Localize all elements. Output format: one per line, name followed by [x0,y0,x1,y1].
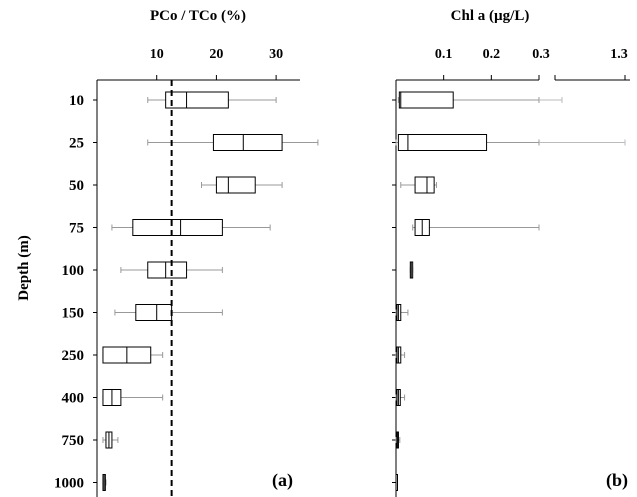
panel-b-box-50 [400,176,438,194]
panel-a-box-75 [111,219,271,236]
panel-a-x-tick-label: 20 [209,47,223,62]
depth-label: 25 [69,136,84,152]
iqr-box [132,219,223,236]
depth-label: 250 [62,348,85,364]
panel-b-title: Chl a (µg/L) [451,8,530,24]
panel-a-boxes [102,91,319,491]
panel-b-box-250 [395,346,406,364]
depth-label: 75 [69,221,84,237]
panel-b-box-75 [412,219,540,236]
depth-label: 100 [62,263,85,279]
iqr-box [398,91,454,109]
iqr-box [165,91,229,109]
panel-b-box-750 [395,431,401,449]
panel-b-label: (b) [606,470,628,491]
panel-a-box-400 [102,389,164,406]
depth-labels: 10 25 50 75 100 150 250 400 750 1000 [54,93,84,492]
panel-a-box-10 [147,91,277,109]
depth-label: 1000 [54,476,84,492]
panel-a-box-100 [120,261,223,279]
panel-b-box-150 [395,304,409,321]
panel-a-axes: 10 20 30 [93,47,300,497]
panel-b-box-400 [395,389,406,406]
panel-a-label: (a) [272,470,293,491]
y-axis-label: Depth (m) [16,235,32,300]
panel-a-box-150 [114,304,223,321]
panel-b-box-10 [397,91,563,109]
panel-b-x-tick-label: 1.3 [610,47,628,62]
iqr-box [212,134,283,151]
depth-label: 400 [62,391,85,407]
panel-a-box-250 [102,346,164,364]
panel-a-x-tick-label: 30 [269,47,283,62]
panel-b-x-tick-label: 0.2 [483,47,501,62]
panel-b-boxes [395,91,626,491]
depth-label: 750 [62,433,85,449]
iqr-box [414,176,435,194]
iqr-box [135,304,173,321]
panel-b-axes: 0.1 0.2 0.3 1.3 [392,47,630,497]
panel-b-x-tick-label: 0.1 [435,47,453,62]
iqr-box [215,176,256,194]
iqr-box [147,261,188,279]
panel-a-x-tick-label: 10 [150,47,164,62]
panel-b-box-1000 [395,474,398,491]
panel-b-x-tick-label: 0.3 [532,47,550,62]
panel-a-box-750 [102,431,119,449]
panel-a-box-25 [147,134,319,151]
panel-a-title: PCo / TCo (%) [150,8,246,24]
panel-b-box-100 [409,261,414,279]
depth-label: 10 [69,93,84,109]
depth-label: 50 [69,178,84,194]
depth-label: 150 [62,306,85,322]
panel-a-box-50 [200,176,283,194]
panel-b-box-25 [395,134,626,151]
iqr-box [397,134,488,151]
panel-a-box-1000 [102,474,107,491]
